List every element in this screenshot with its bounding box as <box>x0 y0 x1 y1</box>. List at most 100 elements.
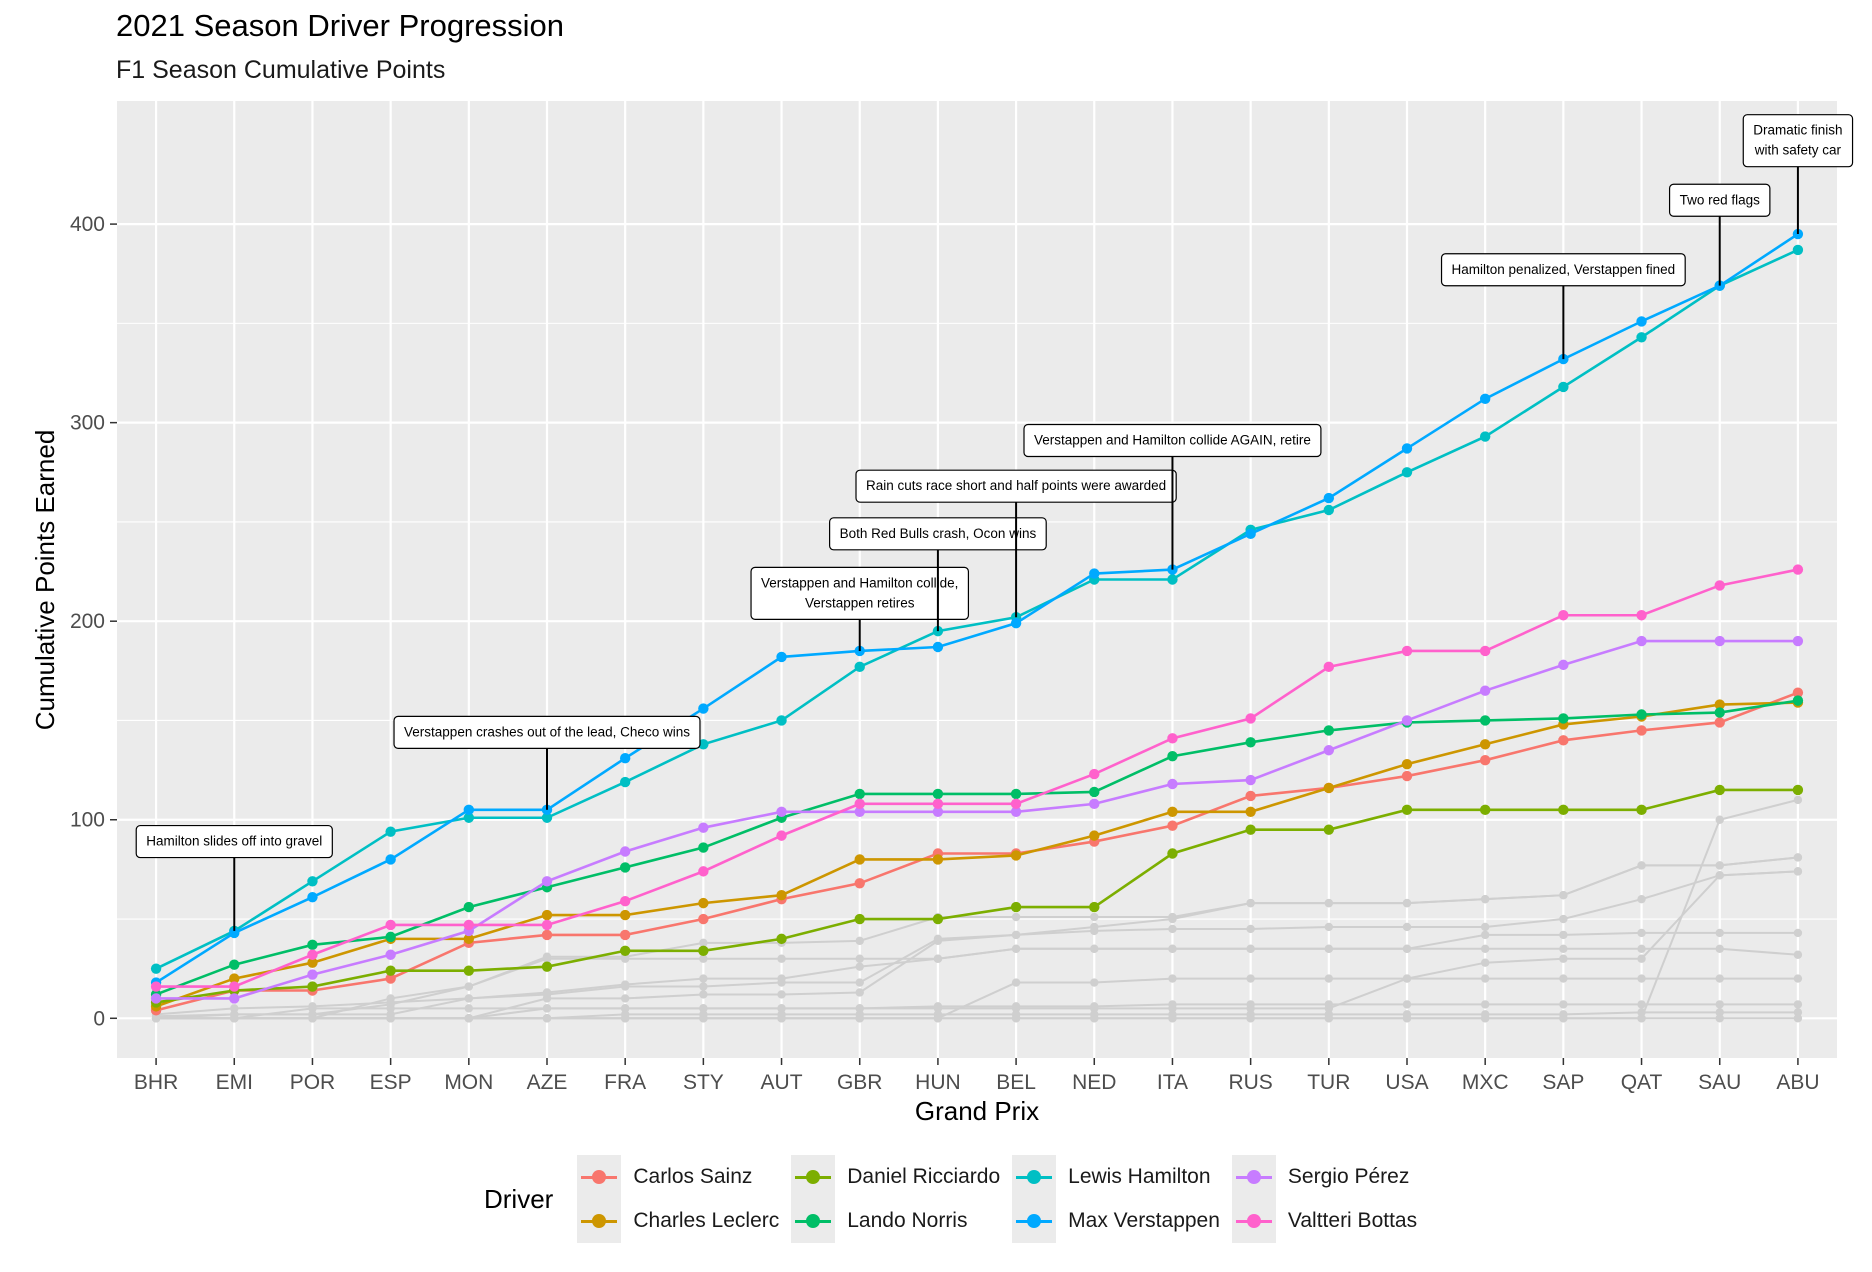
series-lando-norris <box>150 695 1804 1000</box>
other-driver-point <box>1168 1014 1177 1023</box>
other-driver-point <box>1246 974 1255 983</box>
data-point <box>1792 635 1804 647</box>
other-driver-point <box>699 1004 708 1013</box>
other-driver-point <box>1324 922 1334 932</box>
other-driver-point <box>1324 944 1334 953</box>
legend-item: Lando Norris <box>791 1199 1000 1243</box>
other-driver-point <box>1324 898 1334 908</box>
annotation-box <box>135 824 333 859</box>
legend-label: Valtteri Bottas <box>1287 1209 1418 1232</box>
x-tick-label: POR <box>290 1071 336 1094</box>
other-driver-point <box>1011 930 1021 940</box>
annotation-text: Verstappen retires <box>805 595 915 610</box>
x-tick-label: HUN <box>915 1071 961 1094</box>
data-point <box>698 822 709 833</box>
data-point <box>1479 739 1491 750</box>
data-point <box>776 830 787 841</box>
data-point <box>307 981 318 992</box>
annotation-box <box>1440 253 1686 287</box>
other-driver-point <box>1793 795 1803 805</box>
annotation: Verstappen and Hamilton collide AGAIN, r… <box>1023 423 1322 570</box>
other-driver-point <box>933 954 943 963</box>
other-driver-point <box>1480 930 1490 940</box>
series-line <box>155 232 1799 984</box>
data-point <box>463 804 475 816</box>
other-driver-point <box>308 1014 317 1023</box>
x-tick-label: MON <box>444 1071 493 1094</box>
other-driver-point <box>1480 944 1490 953</box>
other-driver-point <box>1090 912 1099 922</box>
x-tick-label: AUT <box>761 1071 803 1094</box>
data-point <box>150 963 162 974</box>
data-point <box>1323 745 1335 756</box>
other-driver-point <box>230 1014 239 1023</box>
data-point <box>1636 332 1647 343</box>
data-point <box>619 945 631 956</box>
annotation-text: Both Red Bulls crash, Ocon wins <box>840 526 1037 541</box>
data-point <box>854 878 865 889</box>
data-point <box>229 959 240 970</box>
other-driver-line <box>156 1003 1798 1020</box>
data-point <box>932 854 944 865</box>
data-point <box>698 703 709 714</box>
legend-key <box>791 1199 836 1243</box>
data-point <box>698 897 709 909</box>
other-driver-point <box>855 1014 864 1023</box>
y-tick-label: 400 <box>70 213 105 236</box>
other-driver-point <box>699 954 708 963</box>
legend-title: Driver <box>484 1183 554 1214</box>
data-point <box>1245 806 1256 818</box>
data-point <box>619 929 631 941</box>
legend-key <box>1231 1155 1276 1199</box>
other-driver-point <box>1637 1014 1646 1023</box>
other-driver-point <box>1715 974 1724 983</box>
data-point <box>229 981 240 992</box>
other-driver-point <box>1637 928 1646 938</box>
data-point <box>854 913 865 925</box>
data-point <box>698 842 709 853</box>
data-point <box>463 933 475 945</box>
other-driver-point <box>464 982 474 991</box>
other-driver-point <box>1090 978 1099 987</box>
x-tick-label: TUR <box>1307 1071 1350 1094</box>
data-point <box>1792 695 1804 706</box>
other-driver-point <box>777 974 786 983</box>
legend-label: Max Verstappen <box>1068 1209 1220 1232</box>
other-driver-point <box>699 1014 708 1023</box>
data-point <box>698 945 709 956</box>
x-tick-label: BHR <box>134 1071 178 1094</box>
other-driver-point <box>1793 950 1803 959</box>
other-driver-point <box>542 1014 552 1023</box>
other-driver-point <box>699 982 708 991</box>
data-point <box>307 969 318 980</box>
other-driver-point <box>1324 1014 1334 1023</box>
data-point <box>307 939 318 951</box>
other-driver-point <box>1559 944 1568 953</box>
other-driver-point <box>464 1004 474 1013</box>
legend-key-dot <box>806 1214 821 1228</box>
data-point <box>385 826 396 837</box>
other-driver-point <box>777 954 786 963</box>
data-point <box>1636 709 1647 720</box>
other-driver-point <box>1402 1014 1412 1023</box>
data-point <box>1010 617 1022 629</box>
other-driver-point <box>777 1004 786 1013</box>
other-driver-point <box>1715 861 1724 870</box>
data-point <box>776 889 787 901</box>
x-tick-label: SAU <box>1698 1071 1741 1094</box>
x-tick-label: BEL <box>996 1071 1036 1094</box>
data-point <box>1401 467 1413 478</box>
other-driver-point <box>1090 1014 1099 1023</box>
data-point <box>1636 725 1647 736</box>
legend-item: Daniel Ricciardo <box>791 1155 1000 1199</box>
data-point <box>854 788 865 800</box>
annotation-box <box>1668 183 1771 217</box>
legend-key-dot <box>592 1170 607 1184</box>
annotation: Dramatic finish with safety car <box>1742 114 1854 235</box>
data-point <box>1245 824 1256 835</box>
data-point <box>776 933 787 945</box>
data-point <box>698 866 709 877</box>
legend-label: Charles Leclerc <box>633 1209 780 1232</box>
data-point <box>1323 661 1335 673</box>
other-driver-point <box>855 978 864 987</box>
